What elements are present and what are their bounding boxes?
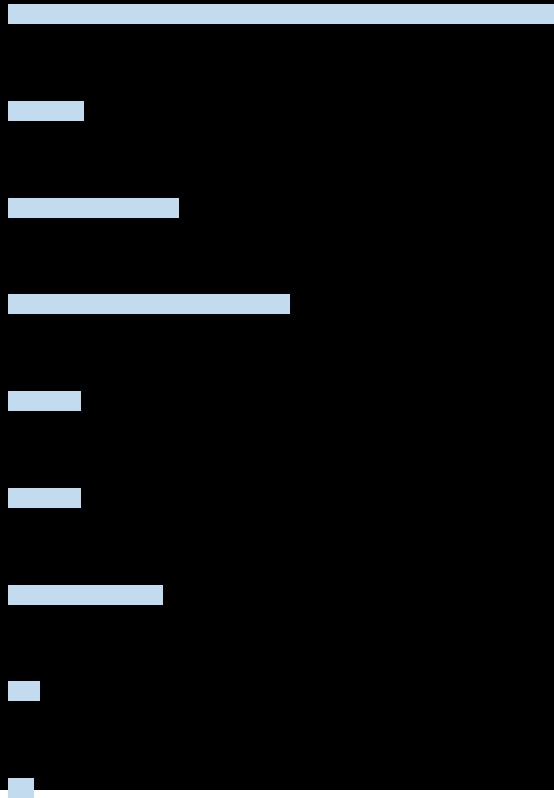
- bar-6: [8, 585, 163, 605]
- bar-3: [8, 294, 290, 314]
- bar-1: [8, 101, 84, 121]
- bar-8: [8, 778, 34, 798]
- bar-0: [8, 4, 554, 24]
- bar-4: [8, 391, 81, 411]
- bar-2: [8, 198, 179, 218]
- bar-7: [8, 681, 40, 701]
- horizontal-bar-chart: [0, 0, 554, 790]
- bar-5: [8, 488, 81, 508]
